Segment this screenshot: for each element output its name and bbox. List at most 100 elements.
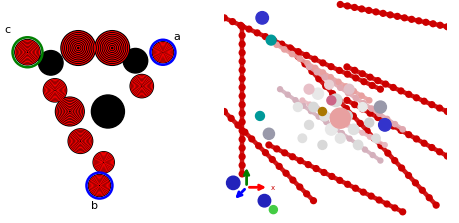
Circle shape [443,24,449,30]
Circle shape [269,157,274,162]
Circle shape [420,98,426,104]
Circle shape [392,122,397,127]
Circle shape [353,140,362,150]
Circle shape [367,134,371,139]
Circle shape [391,205,397,211]
Circle shape [229,19,235,25]
Circle shape [350,113,355,119]
Circle shape [43,79,67,102]
Circle shape [343,106,348,112]
Circle shape [351,102,357,107]
Circle shape [319,70,325,75]
Circle shape [428,145,434,151]
Circle shape [246,26,251,32]
Circle shape [341,111,352,121]
Circle shape [322,110,326,115]
Circle shape [436,105,442,111]
Circle shape [345,90,350,95]
Circle shape [300,103,305,108]
Circle shape [255,143,261,149]
Circle shape [358,106,364,112]
Circle shape [239,24,245,30]
Circle shape [413,136,419,142]
Circle shape [315,76,321,82]
Circle shape [352,75,358,81]
Circle shape [322,83,328,89]
Circle shape [335,133,344,143]
Circle shape [239,102,245,107]
Circle shape [371,134,379,142]
Circle shape [56,97,84,126]
Circle shape [360,101,365,106]
Circle shape [330,108,350,128]
Circle shape [362,147,367,152]
Circle shape [393,13,399,19]
Circle shape [308,109,313,114]
Circle shape [357,103,366,112]
Circle shape [278,41,284,47]
Circle shape [273,146,279,152]
Circle shape [351,4,357,10]
Circle shape [239,171,245,177]
Circle shape [397,88,403,94]
Circle shape [327,64,333,70]
Circle shape [331,125,336,130]
Circle shape [328,173,334,179]
Circle shape [408,17,414,22]
Circle shape [348,124,358,134]
Circle shape [296,184,302,190]
Circle shape [382,143,386,147]
Circle shape [91,95,124,128]
Circle shape [405,173,410,178]
Circle shape [292,98,297,103]
Circle shape [353,95,358,101]
Circle shape [405,132,411,138]
Circle shape [239,58,245,64]
Circle shape [375,197,381,203]
Circle shape [346,136,351,141]
Circle shape [239,154,245,159]
Circle shape [274,42,279,47]
Circle shape [337,85,342,90]
Circle shape [383,201,389,207]
Circle shape [277,87,282,92]
Circle shape [366,110,372,116]
Circle shape [336,2,342,7]
Circle shape [443,109,449,114]
Circle shape [297,56,302,61]
Circle shape [377,86,382,92]
Circle shape [312,65,317,70]
Circle shape [382,81,387,87]
Circle shape [152,42,173,63]
Circle shape [343,84,348,89]
Circle shape [293,103,302,112]
Circle shape [317,140,326,149]
Circle shape [239,50,245,56]
Circle shape [130,74,153,98]
Circle shape [307,102,312,107]
Circle shape [270,37,276,43]
Circle shape [93,152,114,173]
Circle shape [384,116,389,122]
Circle shape [429,21,435,27]
Circle shape [221,15,227,21]
Circle shape [239,85,245,90]
Circle shape [257,194,270,207]
Circle shape [326,96,335,105]
Circle shape [239,67,245,73]
Circle shape [303,84,313,94]
Circle shape [248,136,254,142]
Circle shape [312,88,323,99]
Circle shape [377,143,383,149]
Circle shape [285,92,290,97]
Circle shape [304,120,313,129]
Circle shape [344,122,349,127]
Circle shape [255,12,268,24]
Circle shape [325,124,336,135]
Circle shape [327,74,332,80]
Circle shape [321,75,326,80]
Circle shape [379,10,385,16]
Circle shape [320,170,326,176]
Circle shape [343,84,353,94]
Circle shape [329,91,335,97]
